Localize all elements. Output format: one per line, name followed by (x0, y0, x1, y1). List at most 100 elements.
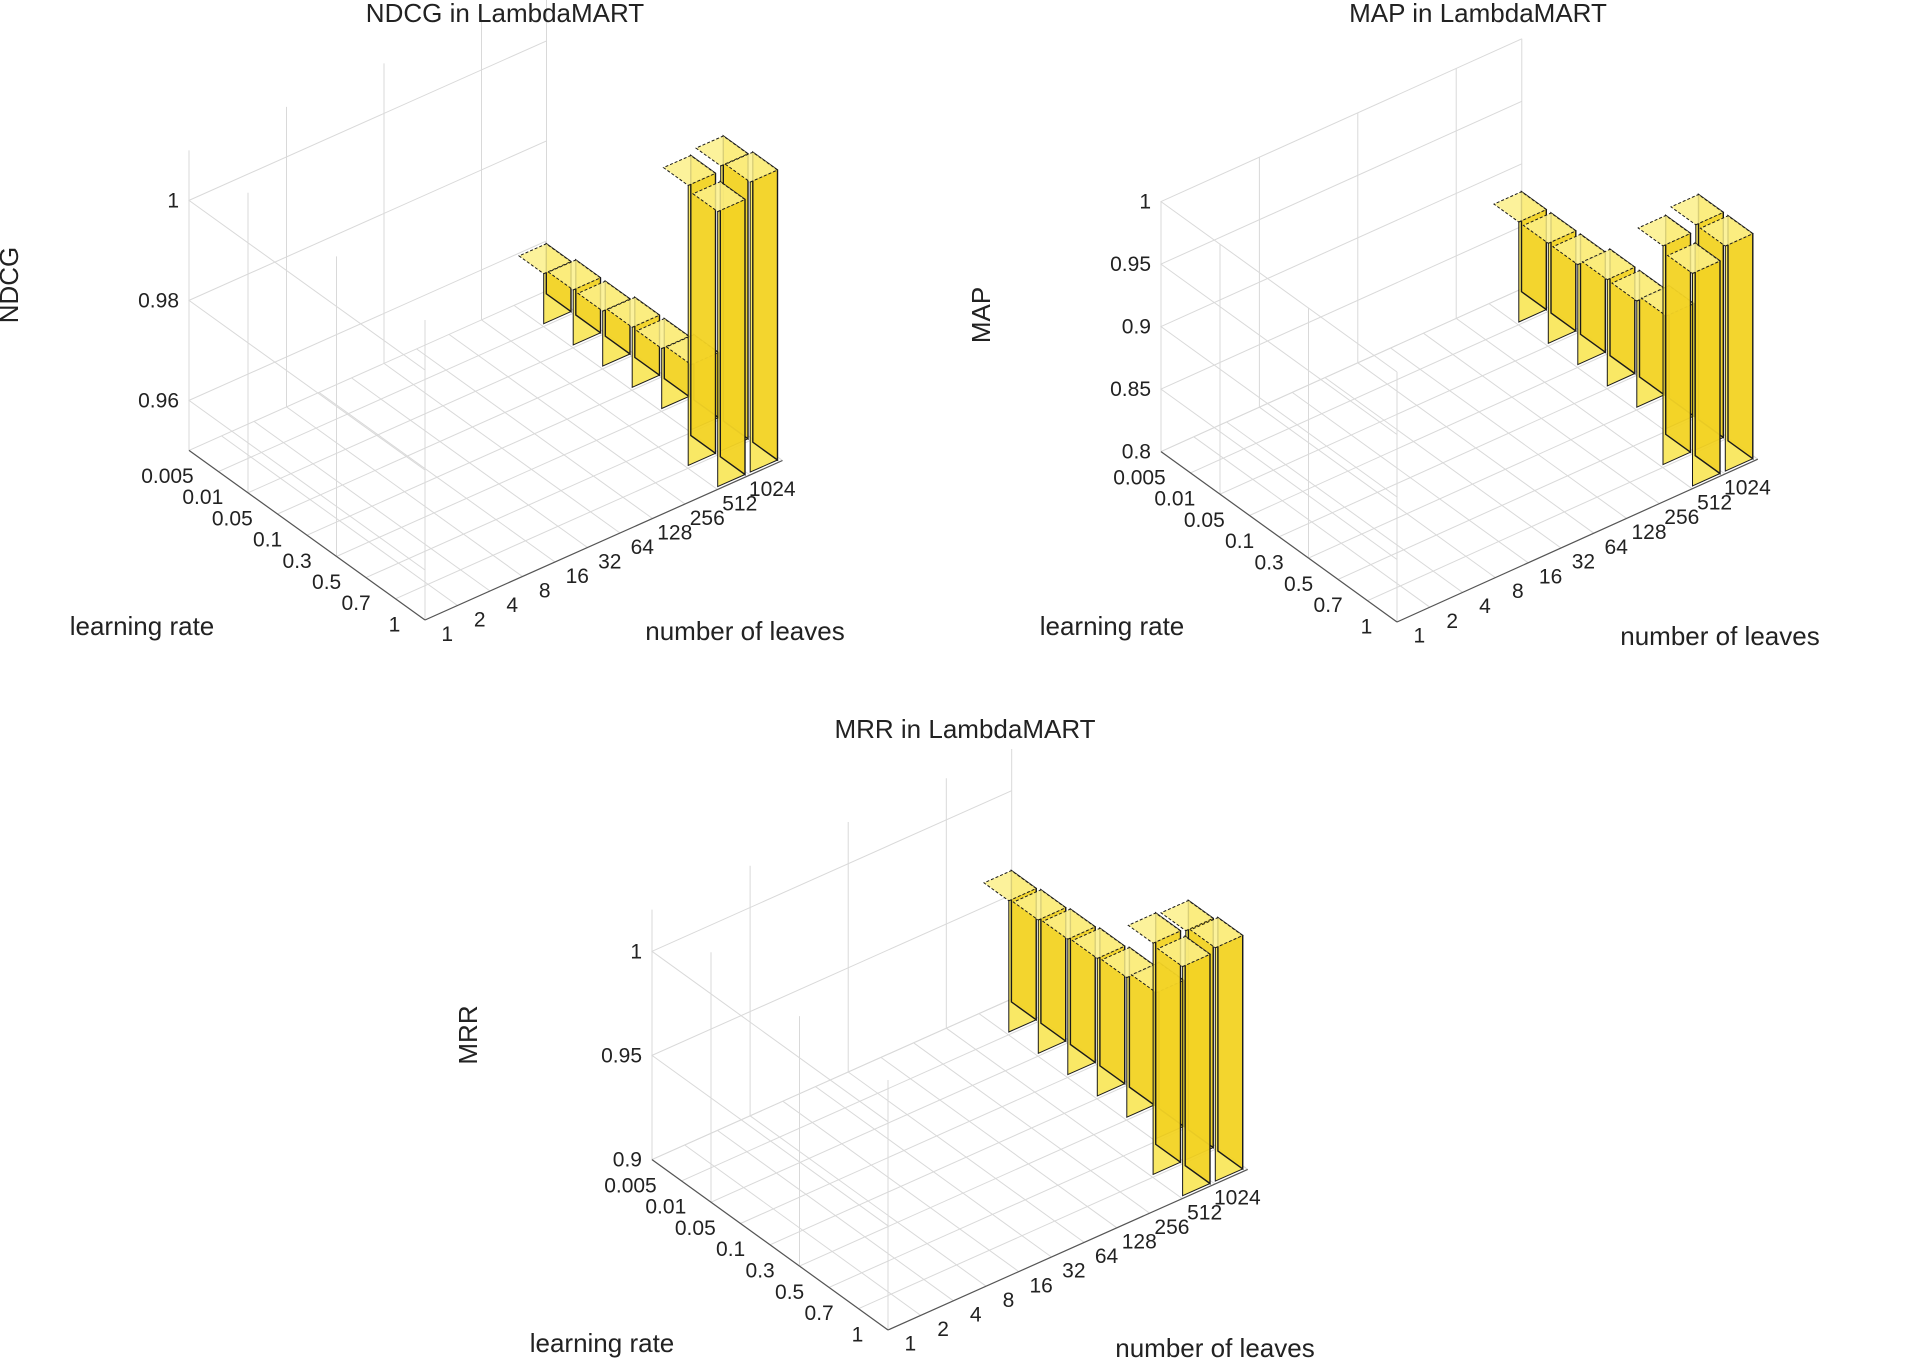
z-axis-label: MRR (453, 1005, 483, 1064)
z-tick-label: 0.8 (1122, 441, 1151, 464)
x-axis-label: number of leaves (1620, 621, 1819, 651)
z-tick-label: 0.9 (1122, 316, 1151, 339)
y-tick-label: 0.1 (1225, 530, 1254, 553)
y-tick-label: 0.5 (312, 571, 341, 594)
bars (1493, 190, 1754, 487)
x-tick-label: 8 (1003, 1289, 1015, 1312)
bar-512-1 (692, 180, 746, 488)
y-tick-label: 0.7 (342, 592, 371, 615)
map-chart: 1248163264128256512102410.70.50.30.10.05… (966, 0, 1820, 651)
x-tick-label: 64 (1095, 1245, 1119, 1268)
x-axis-label: number of leaves (1115, 1333, 1314, 1362)
x-tick-label: 1 (905, 1333, 917, 1356)
z-tick-label: 0.95 (1110, 253, 1151, 276)
y-tick-label: 0.1 (716, 1238, 745, 1261)
y-tick-label: 1 (389, 613, 401, 636)
x-tick-label: 64 (1605, 536, 1629, 559)
bar-1024-1 (1699, 214, 1754, 472)
x-tick-label: 512 (722, 492, 757, 515)
y-tick-label: 0.01 (182, 486, 223, 509)
y-tick-label: 0.3 (746, 1259, 775, 1282)
y-axis-label: learning rate (530, 1328, 675, 1358)
mrr-chart: 1248163264128256512102410.70.50.30.10.05… (453, 714, 1315, 1362)
x-tick-label: 8 (1512, 580, 1524, 603)
bar-1024-0.05 (577, 279, 631, 367)
y-tick-label: 0.01 (645, 1196, 686, 1219)
y-tick-label: 0.3 (283, 550, 312, 573)
y-tick-label: 0.05 (1184, 509, 1225, 532)
y-tick-label: 0.5 (775, 1281, 804, 1304)
y-axis-label: learning rate (1040, 611, 1185, 641)
y-tick-label: 1 (852, 1323, 864, 1346)
x-tick-label: 256 (1154, 1216, 1189, 1239)
bar-512-0.7 (662, 154, 717, 467)
bar-1024-1 (724, 150, 779, 473)
bars (518, 134, 779, 488)
x-tick-label: 1 (441, 623, 453, 646)
y-tick-label: 0.1 (253, 529, 282, 552)
z-tick-label: 0.85 (1110, 378, 1151, 401)
z-axis-label: MAP (966, 287, 996, 343)
z-tick-label: 1 (1139, 191, 1151, 214)
bar-1024-0.01 (1522, 211, 1577, 345)
y-tick-label: 0.05 (212, 507, 253, 530)
ndcg-chart: 1248163264128256512102410.70.50.30.10.05… (0, 0, 845, 646)
bar-1024-0.1 (1071, 926, 1126, 1097)
chart-title: MRR in LambdaMART (834, 714, 1095, 744)
x-tick-label: 512 (1187, 1201, 1222, 1224)
chart-title: NDCG in LambdaMART (366, 0, 645, 28)
y-tick-label: 0.05 (675, 1217, 716, 1240)
x-tick-label: 16 (1539, 565, 1562, 588)
y-axis-label: learning rate (70, 611, 215, 641)
y-tick-label: 0.5 (1284, 573, 1313, 596)
x-tick-label: 16 (1029, 1274, 1052, 1297)
axes (1160, 451, 1759, 623)
z-tick-label: 0.95 (601, 1044, 642, 1067)
tick-labels: 1248163264128256512102410.70.50.30.10.05… (138, 189, 796, 645)
z-tick-label: 0.96 (138, 389, 179, 412)
x-tick-label: 128 (1631, 521, 1666, 544)
x-tick-label: 4 (970, 1304, 982, 1327)
bar-512-0.7 (1637, 214, 1692, 466)
x-tick-label: 16 (566, 565, 589, 588)
y-tick-label: 0.01 (1154, 488, 1195, 511)
bar-1024-0.005 (518, 242, 572, 325)
x-tick-label: 256 (690, 507, 725, 530)
tick-labels: 1248163264128256512102410.70.50.30.10.05… (1110, 191, 1771, 648)
x-tick-label: 4 (506, 594, 518, 617)
grid (651, 749, 1248, 1331)
x-axis-label: number of leaves (645, 616, 844, 646)
tick-labels: 1248163264128256512102410.70.50.30.10.05… (601, 940, 1261, 1355)
y-tick-label: 0.005 (1113, 466, 1166, 489)
bar-1024-0.005 (1493, 190, 1548, 323)
y-tick-label: 0.005 (141, 465, 194, 488)
x-tick-label: 4 (1479, 595, 1491, 618)
x-tick-label: 32 (598, 550, 621, 573)
x-tick-label: 128 (657, 521, 692, 544)
bar-512-1 (1156, 935, 1211, 1197)
bar-1024-1 (1189, 916, 1244, 1182)
z-axis-label: NDCG (0, 247, 24, 324)
chart-title: MAP in LambdaMART (1349, 0, 1607, 28)
y-tick-label: 0.005 (604, 1174, 657, 1197)
y-tick-label: 1 (1361, 615, 1373, 638)
bar-512-1 (1666, 241, 1721, 487)
z-tick-label: 1 (167, 189, 179, 212)
y-tick-label: 0.3 (1255, 551, 1284, 574)
x-tick-label: 64 (631, 536, 655, 559)
x-tick-label: 2 (937, 1318, 949, 1341)
x-tick-label: 1 (1414, 625, 1426, 648)
z-tick-label: 0.98 (138, 289, 179, 312)
x-tick-label: 256 (1664, 506, 1699, 529)
bar-512-0.7 (1127, 911, 1182, 1176)
bars (983, 869, 1244, 1197)
x-tick-label: 1024 (749, 478, 796, 501)
x-tick-label: 2 (474, 608, 486, 631)
z-tick-label: 1 (630, 940, 642, 963)
x-tick-label: 8 (539, 579, 551, 602)
z-tick-label: 0.9 (613, 1149, 642, 1172)
x-tick-label: 1024 (1214, 1187, 1261, 1210)
x-tick-label: 1024 (1724, 477, 1771, 500)
x-tick-label: 32 (1572, 551, 1595, 574)
